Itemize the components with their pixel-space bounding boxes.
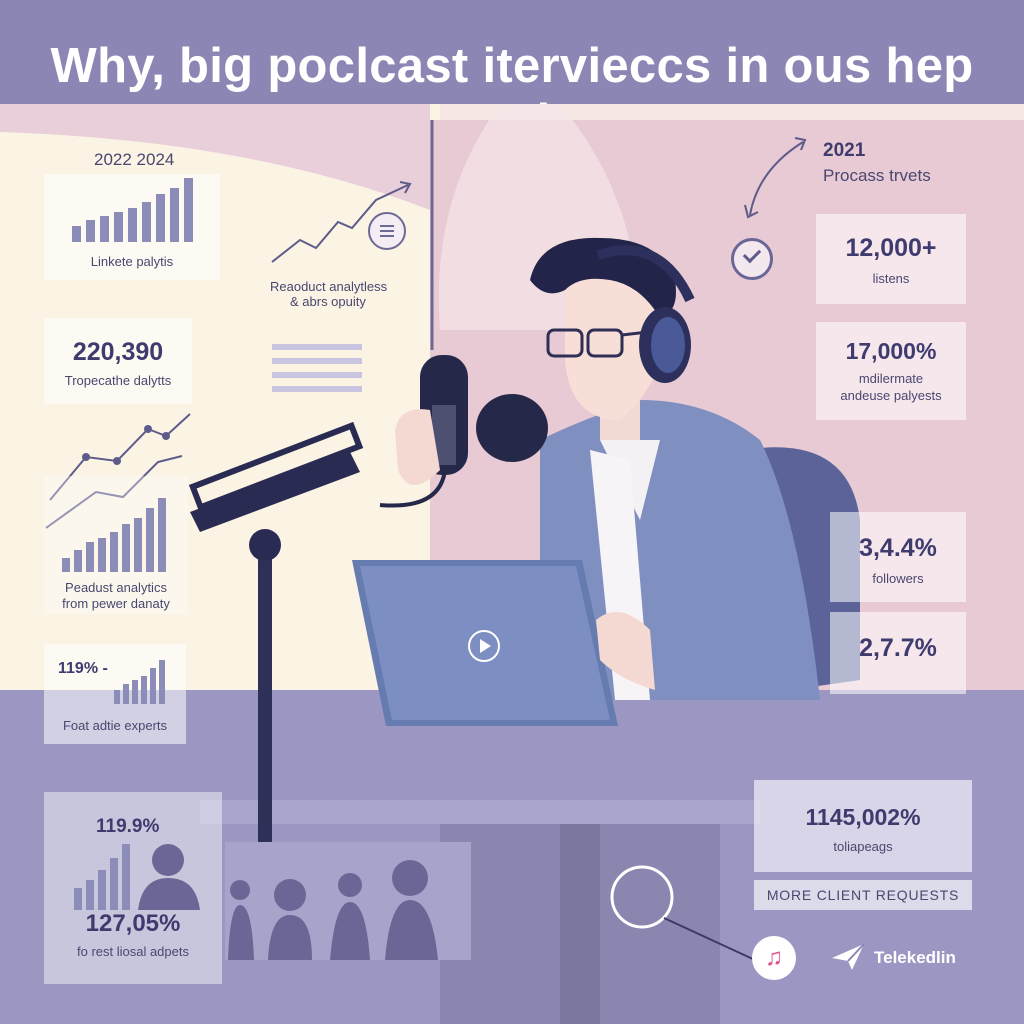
bottom-stat-1-value: 119.9% <box>96 816 160 837</box>
chart-card-1-label: Linkete palytis <box>90 254 174 269</box>
small-stat-card: 119% - Foat adtie experts <box>44 644 186 744</box>
chart-card-1-bars <box>72 178 193 242</box>
audience-label-1: mdilermate <box>858 371 924 386</box>
bottom-stat-bars <box>74 844 200 910</box>
stat-1-label: Tropecathe dalytts <box>64 373 172 388</box>
audience-label-2: andeuse palyests <box>840 388 942 403</box>
listens-value: 12,000+ <box>845 234 937 262</box>
menu-lines-icon <box>368 212 406 250</box>
right-year: 2021 <box>823 140 866 161</box>
chart-card-1: Linkete palytis <box>44 174 220 280</box>
more-client-requests-button[interactable]: MORE CLIENT REQUESTS <box>754 880 972 910</box>
followers-label: followers <box>872 571 924 586</box>
background-illustration <box>0 104 1024 1024</box>
audience-value: 17,000% <box>845 338 937 364</box>
years-label: 2022 2024 <box>94 150 175 169</box>
stat-card-growth: 2,7.7% <box>830 612 966 694</box>
small-stat-label: Foat adtie experts <box>62 718 168 733</box>
bottom-right-stat-value: 1145,002% <box>805 804 921 830</box>
listens-label: listens <box>872 271 910 286</box>
stat-card-listens: 12,000+ listens <box>816 214 966 304</box>
bottom-stat-card: 119.9% 127,05% fo rest liosal adpets <box>44 792 222 984</box>
followers-value: 3,4.4% <box>859 534 937 562</box>
brand-name: Telekedlin <box>874 948 956 967</box>
analytics-line-2: & abrs opuity <box>290 294 366 309</box>
stat-card-1: 220,390 Tropecathe dalytts <box>44 318 192 404</box>
analytics-line-1: Reaoduct analytless <box>270 279 388 294</box>
stat-1-value: 220,390 <box>72 338 164 366</box>
right-subtitle: Procass trvets <box>823 166 931 185</box>
checkmark-circle-icon <box>731 238 773 280</box>
more-client-requests-label: MORE CLIENT REQUESTS <box>766 887 960 903</box>
chart-card-2-label-1: Peadust analytics <box>65 580 167 595</box>
chart-card-2: Peadust analytics from pewer danaty <box>44 476 188 614</box>
chart-card-2-bars <box>62 498 166 572</box>
brand: Telekedlin <box>830 938 990 978</box>
paper-plane-icon <box>832 943 865 970</box>
bottom-stat-2-value: 127,05% <box>85 910 181 937</box>
stat-card-followers: 3,4.4% followers <box>830 512 966 602</box>
chart-card-2-label-2: from pewer danaty <box>62 596 170 611</box>
illustration-scene: 2022 2024 Linkete palytis 220,390 Tropec… <box>0 104 1024 1024</box>
bottom-stat-2-label: fo rest liosal adpets <box>76 944 189 959</box>
small-stat-value: 119% - <box>58 660 108 677</box>
stat-card-audience: 17,000% mdilermate andeuse palyests <box>816 322 966 420</box>
music-note-icon: ♫ <box>752 936 796 980</box>
bottom-right-stat-card: 1145,002% toliapeags <box>754 780 972 872</box>
small-stat-bars <box>114 660 165 704</box>
bottom-right-stat-label: toliapeags <box>833 839 893 854</box>
growth-value: 2,7.7% <box>859 634 937 662</box>
